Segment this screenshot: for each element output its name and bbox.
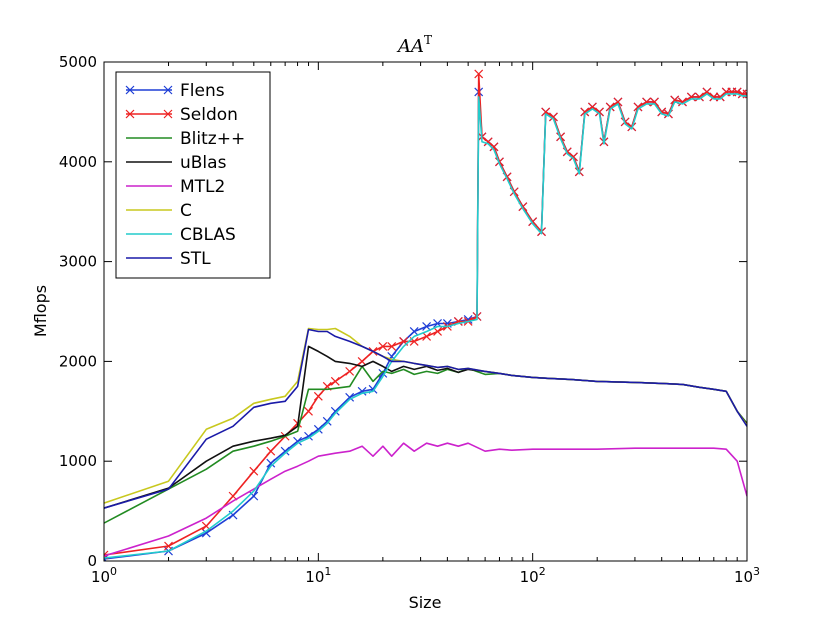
legend-label-seldon: Seldon	[180, 105, 238, 125]
series-marker-seldon-45	[605, 102, 615, 112]
series-marker-seldon-11	[330, 376, 340, 386]
series-marker-seldon-35	[541, 107, 551, 117]
series-marker-flens-10	[322, 416, 332, 426]
x-tick-exp-3: 3	[753, 565, 760, 578]
legend-marker-flens-1	[163, 85, 173, 95]
series-seldon	[104, 69, 747, 560]
series-marker-seldon-5	[266, 446, 276, 456]
series-marker-seldon-19	[422, 332, 432, 341]
x-tick-base-3: 10	[734, 568, 753, 586]
legend-item-c: C	[126, 201, 192, 221]
series-marker-seldon-20	[433, 327, 442, 336]
legend-item-mtl2: MTL2	[126, 177, 225, 197]
series-mtl2	[104, 442, 747, 557]
series-marker-seldon-4	[249, 466, 259, 476]
series-ublas	[104, 345, 747, 509]
series-marker-seldon-25	[474, 69, 484, 79]
plot-frame	[103, 61, 748, 562]
series-marker-seldon-13	[357, 356, 367, 366]
x-tick-exp-0: 0	[110, 565, 117, 578]
x-tick-base-2: 10	[520, 568, 539, 586]
legend-label-ublas: uBlas	[180, 153, 227, 173]
chart-title: AAT	[396, 33, 432, 57]
legend-item-seldon: Seldon	[125, 105, 238, 125]
x-tick-label-3: 103	[734, 565, 760, 586]
legend-item-stl: STL	[126, 249, 211, 269]
series-stl	[104, 328, 747, 509]
series-line-mtl2	[104, 442, 747, 557]
x-tick-base-0: 10	[91, 568, 110, 586]
legend-item-cblas: CBLAS	[126, 225, 236, 245]
legend-item-blitzpp: Blitz++	[126, 129, 245, 149]
series-cblas	[104, 93, 747, 559]
x-tick-exp-1: 1	[324, 565, 331, 578]
x-tick-base-1: 10	[305, 568, 324, 586]
y-tick-label-1: 1000	[59, 452, 97, 470]
series-marker-seldon-55	[678, 97, 687, 107]
x-tick-label-2: 102	[520, 565, 546, 586]
series-c	[104, 327, 747, 504]
legend-label-cblas: CBLAS	[180, 225, 236, 245]
series-marker-seldon-58	[702, 87, 712, 97]
series-line-c	[104, 327, 747, 504]
series-marker-flens-6	[280, 446, 290, 456]
series-marker-flens-7	[293, 436, 302, 446]
chart-title-superscript: T	[424, 33, 432, 47]
series-marker-flens-0	[104, 554, 109, 561]
series-marker-seldon-42	[587, 102, 597, 112]
series-marker-seldon-28	[489, 142, 499, 152]
legend-label-stl: STL	[180, 249, 211, 269]
plot-series	[104, 69, 747, 561]
series-marker-seldon-16	[387, 342, 397, 351]
legend-item-flens: Flens	[125, 81, 225, 101]
series-marker-flens-18	[409, 327, 419, 336]
legend-label-mtl2: MTL2	[180, 177, 225, 197]
series-marker-flens-12	[345, 392, 355, 402]
series-marker-seldon-41	[580, 107, 590, 117]
series-marker-flens-19	[422, 322, 432, 331]
series-marker-seldon-8	[304, 406, 313, 416]
legend-marker-seldon-0	[125, 109, 135, 119]
series-marker-seldon-49	[633, 102, 643, 112]
y-tick-label-2: 2000	[59, 352, 97, 370]
y-tick-label-3: 3000	[59, 253, 97, 271]
legend-marker-flens-0	[125, 85, 135, 95]
legend-item-ublas: uBlas	[126, 153, 227, 173]
x-tick-label-1: 101	[305, 565, 331, 586]
y-tick-label-0: 0	[87, 552, 97, 570]
y-tick-label-5: 5000	[59, 53, 97, 71]
legend-label-blitzpp: Blitz++	[180, 129, 245, 149]
x-axis-label: Size	[409, 593, 442, 612]
series-line-ublas	[104, 345, 747, 509]
series-marker-seldon-15	[378, 342, 388, 351]
x-tick-label-0: 100	[91, 565, 117, 586]
series-marker-flens-2	[201, 528, 211, 538]
series-marker-flens-11	[330, 406, 340, 416]
series-marker-seldon-12	[345, 366, 355, 376]
legend-box	[115, 71, 271, 279]
legend-marker-seldon-1	[163, 109, 173, 119]
chart-title-main: AA	[396, 36, 424, 57]
series-marker-flens-5	[266, 458, 276, 468]
series-line-cblas	[104, 93, 747, 559]
series-marker-seldon-43	[595, 107, 604, 117]
series-marker-seldon-39	[569, 152, 578, 162]
legend-label-flens: Flens	[180, 81, 225, 101]
series-marker-seldon-9	[313, 391, 323, 401]
legend: Flens Seldon Blitz++ uBlas MTL2 C CBLAS STL	[115, 71, 271, 279]
series-marker-flens-9	[313, 424, 323, 434]
y-tick-label-4: 4000	[59, 153, 97, 171]
series-line-stl	[104, 328, 747, 509]
series-marker-seldon-46	[613, 97, 623, 107]
x-tick-exp-2: 2	[539, 565, 546, 578]
legend-label-c: C	[180, 201, 192, 221]
y-axis-label: Mflops	[31, 285, 50, 337]
series-marker-seldon-36	[549, 112, 558, 122]
